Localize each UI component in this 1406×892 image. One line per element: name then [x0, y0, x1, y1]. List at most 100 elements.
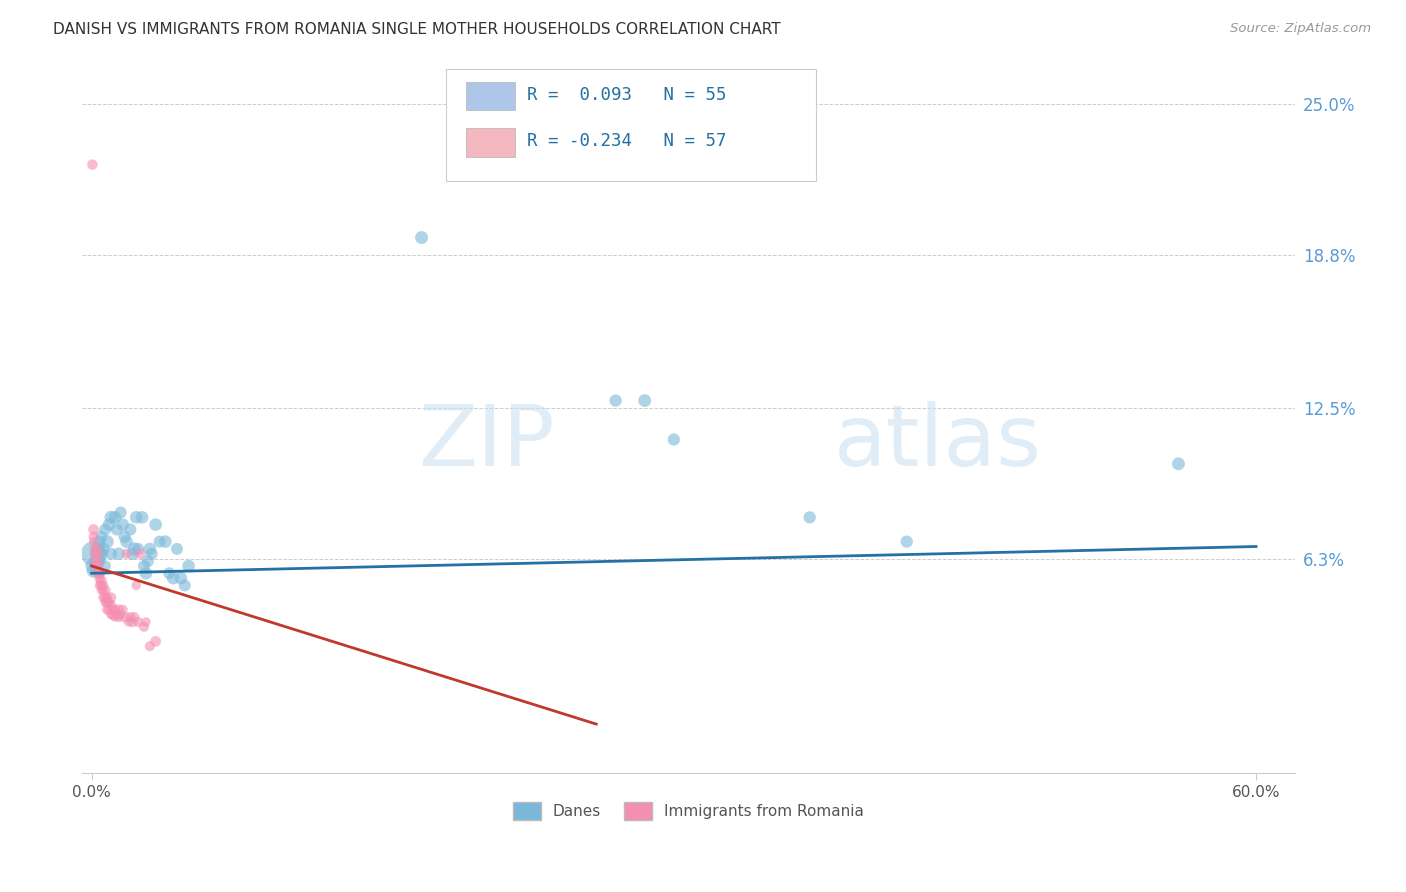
- Point: [83, 534, 105, 549]
- Point: [86, 566, 108, 581]
- Point: [91, 583, 114, 598]
- Point: [170, 571, 193, 585]
- Point: [110, 607, 132, 622]
- Point: [141, 547, 163, 561]
- Point: [107, 610, 129, 624]
- Point: [157, 566, 180, 581]
- Point: [114, 530, 136, 544]
- Point: [132, 620, 155, 634]
- Point: [136, 554, 159, 568]
- Point: [83, 523, 105, 537]
- Point: [83, 541, 105, 556]
- Point: [115, 547, 138, 561]
- Point: [83, 547, 105, 561]
- Point: [96, 534, 118, 549]
- Point: [125, 510, 148, 524]
- Point: [83, 530, 105, 544]
- Point: [90, 574, 112, 588]
- Point: [94, 523, 117, 537]
- Point: [86, 541, 108, 556]
- Point: [101, 607, 124, 622]
- Point: [799, 510, 821, 524]
- FancyBboxPatch shape: [446, 70, 815, 181]
- Text: R =  0.093   N = 55: R = 0.093 N = 55: [527, 86, 727, 103]
- Point: [82, 158, 104, 172]
- Point: [634, 393, 657, 408]
- FancyBboxPatch shape: [467, 128, 515, 157]
- Point: [84, 547, 107, 561]
- Point: [98, 517, 121, 532]
- Point: [91, 591, 114, 605]
- Point: [124, 541, 146, 556]
- FancyBboxPatch shape: [467, 82, 515, 111]
- Point: [91, 578, 114, 592]
- Point: [115, 534, 138, 549]
- Point: [89, 578, 111, 592]
- Point: [107, 603, 129, 617]
- Point: [1167, 457, 1189, 471]
- Point: [84, 554, 107, 568]
- Point: [662, 433, 685, 447]
- Point: [125, 578, 148, 592]
- Point: [120, 523, 142, 537]
- Point: [111, 603, 134, 617]
- Point: [166, 541, 188, 556]
- Point: [89, 554, 111, 568]
- Point: [162, 571, 184, 585]
- Point: [100, 547, 122, 561]
- Point: [131, 510, 153, 524]
- Point: [104, 510, 127, 524]
- Text: Source: ZipAtlas.com: Source: ZipAtlas.com: [1230, 22, 1371, 36]
- Point: [86, 554, 108, 568]
- Point: [117, 615, 139, 629]
- Point: [145, 634, 167, 648]
- Point: [89, 534, 111, 549]
- Point: [104, 603, 127, 617]
- Point: [139, 541, 162, 556]
- Point: [101, 603, 124, 617]
- Point: [90, 583, 112, 598]
- Point: [120, 610, 142, 624]
- Point: [107, 547, 129, 561]
- Point: [105, 523, 128, 537]
- Point: [104, 610, 127, 624]
- Point: [135, 615, 157, 629]
- Point: [411, 230, 433, 244]
- Legend: Danes, Immigrants from Romania: Danes, Immigrants from Romania: [508, 797, 870, 826]
- Point: [124, 610, 146, 624]
- Point: [896, 534, 918, 549]
- Point: [111, 517, 134, 532]
- Point: [177, 558, 200, 573]
- Point: [94, 595, 117, 609]
- Point: [100, 510, 122, 524]
- Point: [148, 534, 170, 549]
- Point: [96, 595, 118, 609]
- Point: [87, 558, 110, 573]
- Point: [100, 591, 122, 605]
- Point: [145, 517, 167, 532]
- Point: [114, 610, 136, 624]
- Point: [132, 558, 155, 573]
- Point: [100, 598, 122, 612]
- Point: [90, 578, 112, 592]
- Point: [84, 554, 107, 568]
- Point: [89, 566, 111, 581]
- Point: [86, 558, 108, 573]
- Point: [84, 558, 107, 573]
- Point: [105, 607, 128, 622]
- Point: [86, 541, 108, 556]
- Point: [90, 530, 112, 544]
- Point: [91, 541, 114, 556]
- Point: [84, 547, 107, 561]
- Point: [86, 547, 108, 561]
- Point: [94, 558, 117, 573]
- Point: [86, 554, 108, 568]
- Point: [94, 583, 117, 598]
- Point: [110, 506, 132, 520]
- Text: R = -0.234   N = 57: R = -0.234 N = 57: [527, 132, 727, 150]
- Point: [83, 558, 105, 573]
- Point: [84, 558, 107, 573]
- Point: [127, 615, 149, 629]
- Point: [121, 615, 143, 629]
- Text: DANISH VS IMMIGRANTS FROM ROMANIA SINGLE MOTHER HOUSEHOLDS CORRELATION CHART: DANISH VS IMMIGRANTS FROM ROMANIA SINGLE…: [53, 22, 782, 37]
